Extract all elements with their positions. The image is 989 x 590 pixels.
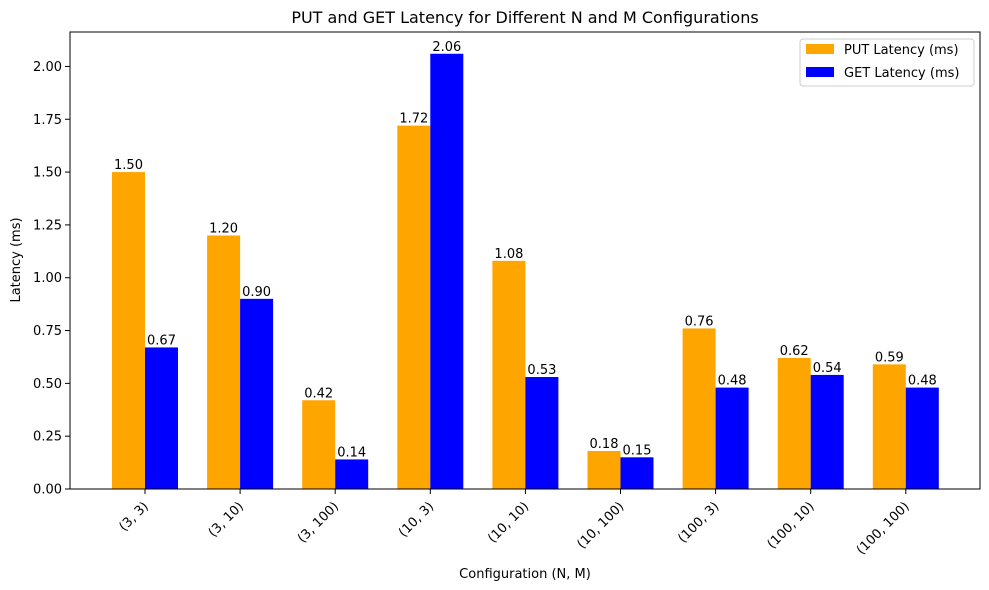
- data-label-get: 2.06: [432, 40, 461, 55]
- x-tick-label: (10, 100): [574, 499, 627, 552]
- bar-get: [715, 387, 749, 489]
- bar-put: [682, 328, 716, 489]
- data-label-put: 1.20: [209, 221, 238, 236]
- y-axis: 0.00 0.25 0.50 0.75 1.00 1.25 1.50 1.75 2.00: [33, 60, 70, 498]
- data-label-put: 0.18: [590, 437, 619, 452]
- bar-put: [397, 125, 431, 489]
- bar-get: [145, 347, 178, 489]
- y-tick-label: 0.50: [33, 377, 62, 392]
- data-label-get: 0.48: [718, 374, 747, 389]
- data-label-get: 0.90: [242, 285, 271, 300]
- bar-put: [302, 400, 336, 489]
- bar-put: [587, 450, 621, 489]
- x-tick-label: (100, 10): [765, 499, 818, 552]
- y-tick-label: 0.25: [33, 430, 62, 445]
- data-label-put: 0.62: [780, 344, 809, 359]
- data-label-get: 0.53: [527, 363, 556, 378]
- y-axis-label: Latency (ms): [9, 217, 24, 302]
- legend-swatch-get: [806, 67, 834, 77]
- x-tick-label: (100, 3): [675, 499, 722, 546]
- data-labels-layer: 1.50 0.67 1.20 0.90 0.42 0.14 1.72 2.06 1.08 0.53…: [114, 40, 937, 461]
- legend-label-get: GET Latency (ms): [844, 66, 959, 81]
- bar-get: [430, 53, 464, 490]
- data-label-get: 0.14: [337, 445, 366, 460]
- bar-get: [240, 298, 274, 489]
- x-tick-label: (10, 3): [396, 499, 437, 540]
- x-tick-label: (3, 100): [295, 499, 342, 546]
- data-label-get: 0.15: [623, 443, 652, 458]
- y-tick-label: 0.00: [33, 483, 62, 498]
- legend-box: [799, 38, 975, 87]
- x-axis: (3, 3) (3, 10) (3, 100) (10, 3) (10, 10) (10,…: [117, 489, 913, 558]
- y-tick-label: 1.25: [33, 218, 62, 233]
- bar-put: [492, 260, 526, 489]
- bar-put: [112, 172, 145, 490]
- y-tick-label: 1.00: [33, 271, 62, 286]
- x-tick-label: (10, 10): [485, 499, 532, 546]
- bars-layer: [112, 53, 939, 490]
- y-tick-label: 2.00: [33, 60, 62, 75]
- data-label-get: 0.48: [908, 374, 937, 389]
- bar-get: [905, 387, 939, 489]
- data-label-put: 0.42: [304, 386, 333, 401]
- bar-put: [777, 358, 811, 489]
- bar-get: [620, 457, 654, 489]
- x-axis-label: Configuration (N, M): [459, 567, 591, 582]
- y-tick-label: 1.50: [33, 166, 62, 181]
- bar-get: [810, 374, 844, 489]
- bar-put: [872, 364, 906, 489]
- data-label-put: 1.50: [114, 158, 143, 173]
- data-label-get: 0.54: [813, 361, 842, 376]
- bar-put: [207, 235, 241, 489]
- bar-get: [525, 377, 559, 489]
- x-tick-label: (3, 3): [117, 499, 152, 534]
- bar-get: [335, 459, 369, 489]
- legend-label-put: PUT Latency (ms): [844, 43, 959, 58]
- data-label-put: 0.59: [875, 350, 904, 365]
- y-tick-label: 0.75: [33, 324, 62, 339]
- y-tick-label: 1.75: [33, 113, 62, 128]
- legend-swatch-put: [806, 44, 834, 54]
- chart-title: PUT and GET Latency for Different N and …: [291, 8, 758, 27]
- x-tick-label: (100, 100): [854, 499, 913, 558]
- data-label-put: 1.72: [399, 112, 428, 127]
- data-label-put: 0.76: [685, 314, 714, 329]
- x-tick-label: (3, 10): [206, 499, 247, 540]
- data-label-put: 1.08: [494, 247, 523, 262]
- data-label-get: 0.67: [147, 333, 176, 348]
- legend: PUT Latency (ms) GET Latency (ms): [799, 38, 975, 87]
